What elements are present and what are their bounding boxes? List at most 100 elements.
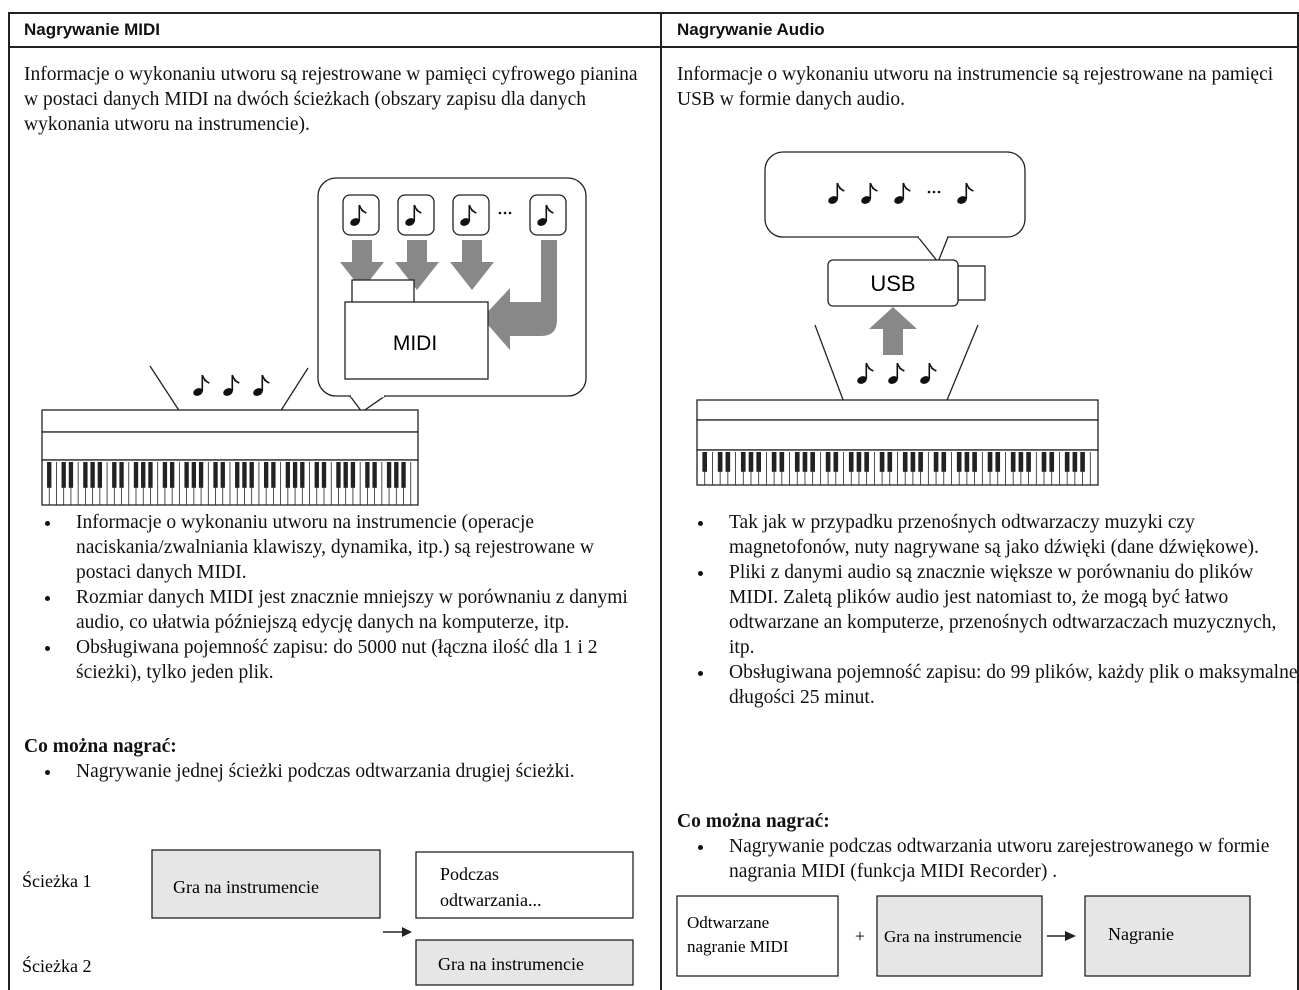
keys [702,452,1091,485]
table-border [8,46,1299,48]
intro: Informacje o wykonaniu utworu są rejestr… [24,64,638,135]
black-key [401,462,406,488]
note-flag [545,204,554,214]
diagram-box [676,895,839,977]
bullet: Nagrywanie podczas odtwarzania utworu za… [715,834,1299,884]
music-note [888,362,905,384]
black-key [856,452,862,472]
sound-line [814,324,846,406]
black-key [933,452,939,472]
bullet: Rozmiar danych MIDI jest znacznie mniejs… [62,585,652,635]
note-head [537,218,547,226]
black-key [169,462,175,488]
arrow [340,240,384,290]
black-key [810,452,815,472]
ellipsis-dot [508,211,512,215]
arrow [450,240,494,290]
black-key [372,462,377,488]
sound-line [279,367,309,413]
black-key [242,462,247,488]
black-key [1049,452,1055,472]
black-key [321,462,327,488]
black-key [90,462,95,488]
diagram-box [1084,895,1251,977]
diagram-text-line: odtwarzania... [440,890,541,910]
diagram-text: Odtwarzane nagranie MIDI [687,913,789,956]
black-key [343,462,348,488]
music-note [861,182,878,204]
illustration-label: MIDI [393,332,437,355]
bullet: Obsługiwana pojemność zapisu: do 99 plik… [715,660,1299,710]
note-flag [358,204,367,214]
note-box [342,194,380,236]
note-head [828,196,838,204]
note-head [460,218,470,226]
diagram-box [151,849,381,919]
black-key [83,462,88,488]
note-head [350,218,360,226]
note-head [193,388,203,396]
illustration-label: USB [870,271,915,296]
black-key [112,462,117,488]
music-note [350,204,367,226]
diagram-text: Nagranie [1108,924,1174,944]
black-key [879,452,885,472]
bullet: Tak jak w przypadku przenośnych odtwarza… [715,510,1299,560]
track-label: Ścieżka 1 [22,870,91,891]
black-key [964,452,970,472]
black-key [162,462,168,488]
black-key [148,462,153,488]
black-key [61,462,66,488]
note-box [529,194,567,236]
black-key [191,462,197,488]
bullet: Informacje o wykonaniu utworu na instrum… [62,510,652,585]
note-flag [836,182,845,192]
note-head [223,388,233,396]
note-flag [468,204,477,214]
intro: Informacje o wykonaniu utworu na instrum… [677,64,1274,110]
bullet-list: Nagrywanie jednej ścieżki podczas odtwar… [24,759,652,784]
black-key [717,452,723,472]
music-note [223,374,240,396]
piano-top [41,409,419,433]
black-key [848,452,854,472]
track-label: Ścieżka 2 [22,955,91,976]
black-key [802,452,808,472]
piano-top [696,399,1099,421]
black-key [887,452,893,472]
black-key [995,452,1001,472]
diagram-text: Gra na instrumencie [884,927,1022,946]
note-head [888,376,898,384]
black-key [68,462,74,488]
column-header: Nagrywanie MIDI [24,20,161,39]
music-note [193,374,210,396]
diagram-text: Gra na instrumencie [173,877,319,897]
black-key [141,462,146,488]
black-key [748,452,754,472]
black-key [972,452,977,472]
sound-line [149,365,181,413]
piano-body [696,419,1099,451]
curved-arrow [482,240,557,350]
ellipsis-dot [932,190,936,194]
black-key [725,452,731,472]
diagram-text: Gra na instrumencie [438,954,584,974]
music-note [857,362,874,384]
table-border [660,12,662,990]
black-key [119,462,124,488]
plus-sign: + [855,926,865,946]
note-head [957,196,967,204]
note-flag [896,362,905,372]
table-border [8,12,10,990]
black-key [987,452,993,472]
black-key [833,452,839,472]
black-key [220,462,225,488]
bullet-list: Tak jak w przypadku przenośnych odtwarza… [677,510,1299,710]
subheading: Co można nagrać: [24,736,177,757]
black-key [314,462,319,488]
diagram-box [415,851,634,919]
folder-tab [351,279,415,305]
note-flag [201,374,210,384]
